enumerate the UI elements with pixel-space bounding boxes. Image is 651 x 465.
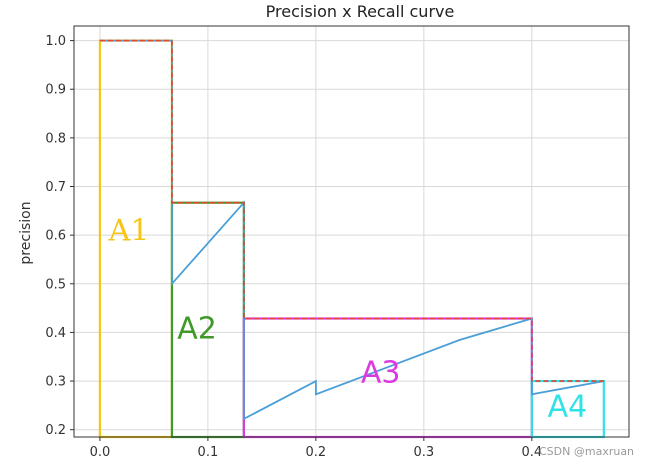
y-axis-label: precision <box>18 201 34 264</box>
x-tick-label: 0.4 <box>521 445 542 460</box>
y-tick-label: 0.3 <box>45 375 66 390</box>
y-tick-label: 0.5 <box>45 277 66 292</box>
y-tick-label: 0.9 <box>45 83 66 98</box>
region-a2-label: A2 <box>177 311 217 346</box>
plot-frame <box>73 25 630 438</box>
series-lines <box>99 39 604 421</box>
y-tick-label: 1.0 <box>45 34 66 49</box>
y-tick-label: 0.6 <box>45 229 66 244</box>
x-tick-label: 0.3 <box>414 445 435 460</box>
region-a4-label: A4 <box>548 389 588 424</box>
chart-title: Precision x Recall curve <box>266 2 455 21</box>
region-rectangles <box>98 39 605 439</box>
y-tick-label: 0.4 <box>45 326 66 341</box>
grid <box>74 26 629 437</box>
y-tick-label: 0.7 <box>45 180 66 195</box>
watermark: CSDN @maxruan <box>539 445 634 458</box>
x-tick-label: 0.2 <box>306 445 327 460</box>
x-tick-label: 0.0 <box>90 445 111 460</box>
y-tick-label: 0.2 <box>45 423 66 438</box>
region-a1-label: A1 <box>108 214 150 249</box>
x-tick-label: 0.1 <box>198 445 219 460</box>
region-labels: A1 A2 A3 A4 <box>108 214 588 425</box>
interpolated-precision-line <box>99 39 604 382</box>
region-a3-label: A3 <box>361 355 401 390</box>
axis-ticks: 0.0 0.1 0.2 0.3 0.4 0.2 0.3 0.4 0.5 0.6 0.7 0.8 0.9 1… <box>45 34 542 460</box>
y-tick-label: 0.8 <box>45 131 66 146</box>
precision-recall-line <box>99 39 604 421</box>
